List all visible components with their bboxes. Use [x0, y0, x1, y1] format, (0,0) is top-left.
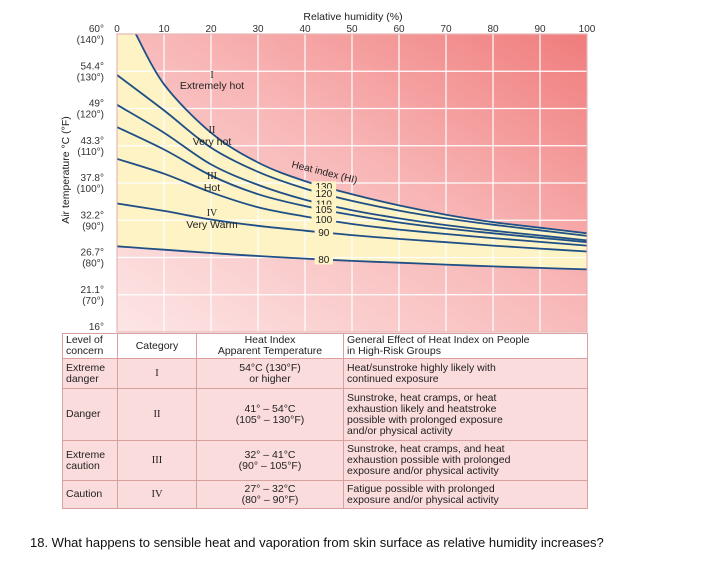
effect-cell: Sunstroke, heat cramps, and heat exhausti…	[343, 440, 588, 481]
y-tick-label-celsius: 37.8°	[81, 173, 104, 184]
svg-text:Very hot: Very hot	[193, 136, 232, 148]
x-tick-label: 10	[158, 24, 170, 35]
curve-label-90: 90	[318, 228, 330, 239]
x-tick-label: 50	[346, 24, 358, 35]
y-tick-label-fahrenheit: (100°)	[77, 184, 104, 195]
table-row: Extreme caution III 32° – 41°C (90° – 105°…	[62, 440, 588, 481]
effect-cell: Sunstroke, heat cramps, or heat exhaustio…	[343, 388, 588, 441]
curve-label-100: 100	[315, 215, 332, 226]
zone-i-label: I Extremely hot	[180, 70, 244, 92]
y-tick-label-fahrenheit: (140°)	[77, 35, 104, 46]
svg-text:III: III	[207, 171, 217, 182]
x-tick-label: 70	[440, 24, 452, 35]
heat-index-curve-90	[117, 202, 587, 253]
plot-frame	[116, 33, 588, 333]
y-tick-label-celsius: 60°	[89, 24, 104, 35]
curve-label-bg	[311, 214, 337, 225]
y-tick-label-fahrenheit: (110°)	[77, 147, 104, 158]
svg-text:Hot: Hot	[204, 182, 220, 194]
level-cell: Danger	[62, 388, 118, 441]
curve-label-80: 80	[318, 255, 330, 266]
svg-text:I: I	[210, 70, 213, 81]
table-row: Danger II 41° – 54°C (105° – 130°F) Sunst…	[62, 388, 588, 441]
y-tick-label-fahrenheit: (70°)	[82, 296, 104, 307]
y-tick-label-celsius: 49°	[89, 99, 104, 110]
curve-label-bg	[311, 204, 337, 215]
curve-label-130: 130	[315, 182, 332, 193]
header-level-of-concern: Level of concern	[62, 333, 118, 359]
header-heat-index: Heat Index Apparent Temperature	[196, 333, 344, 359]
effect-cell: Fatigue possible with prolonged exposure …	[343, 480, 588, 509]
heat-index-curve-80	[117, 245, 587, 271]
zone-iii-label: III Hot	[204, 171, 220, 194]
curve-label-bg	[311, 181, 337, 192]
x-tick-label: 0	[114, 24, 120, 35]
x-tick-label: 40	[299, 24, 311, 35]
y-tick-label-celsius: 54.4°	[81, 61, 104, 72]
category-cell: IV	[117, 480, 197, 509]
svg-text:Extremely hot: Extremely hot	[180, 80, 244, 92]
curve-label-bg	[311, 188, 337, 199]
level-cell: Extreme caution	[62, 440, 118, 481]
curve-label-bg	[314, 254, 333, 265]
y-axis: 60°(140°) 54.4°(130°) 49°(120°) 43.3°(110°)…	[77, 24, 104, 335]
y-tick-label-fahrenheit: (120°)	[77, 110, 104, 121]
grid	[117, 34, 587, 332]
y-tick-label-celsius: 43.3°	[81, 136, 104, 147]
heat-index-cell: 32° – 41°C (90° – 105°F)	[196, 440, 344, 481]
curve-label-bg	[314, 227, 333, 238]
heat-index-table: Level of concern Category Heat Index Appar…	[62, 333, 588, 509]
heat-index-curves	[117, 34, 587, 271]
y-tick-label-celsius: 32.2°	[81, 210, 104, 221]
svg-text:IV: IV	[207, 208, 218, 219]
level-cell: Extreme danger	[62, 358, 118, 389]
x-tick-label: 60	[393, 24, 405, 35]
heat-index-cell: 54°C (130°F) or higher	[196, 358, 344, 389]
y-tick-label-celsius: 21.1°	[81, 285, 104, 296]
heat-index-curve-110	[117, 104, 587, 242]
y-tick-label-fahrenheit: (80°)	[82, 259, 104, 270]
curve-label-120: 120	[315, 189, 332, 200]
x-tick-label: 30	[252, 24, 264, 35]
x-tick-label: 20	[205, 24, 217, 35]
heat-index-chart: 0 10 20 30 40 50 60 70 80 90 100 60°(140°) 54.4°(13…	[60, 11, 596, 335]
question-text: 18. What happens to sensible heat and va…	[30, 535, 604, 550]
zone-ii-label: II Very hot	[193, 125, 232, 148]
curve-label-bg	[311, 198, 337, 209]
table-row: Extreme danger I 54°C (130°F) or higher He…	[62, 358, 588, 389]
header-category: Category	[117, 333, 197, 359]
x-tick-label: 100	[579, 24, 596, 35]
x-tick-label: 80	[487, 24, 499, 35]
y-tick-label-fahrenheit: (90°)	[82, 221, 104, 232]
effect-cell: Heat/sunstroke highly likely with continu…	[343, 358, 588, 389]
heat-index-cell: 41° – 54°C (105° – 130°F)	[196, 388, 344, 441]
svg-text:Very Warm: Very Warm	[186, 219, 238, 231]
category-cell: III	[117, 440, 197, 481]
heat-index-curve-105	[117, 126, 587, 244]
x-axis-title: Relative humidity (%)	[303, 11, 402, 23]
heat-index-cell: 27° – 32°C (80° – 90°F)	[196, 480, 344, 509]
heat-index-curve-100	[117, 157, 587, 247]
header-general-effect: General Effect of Heat Index on People in…	[343, 333, 588, 359]
heat-index-curve-130	[135, 34, 587, 235]
table-header-row: Level of concern Category Heat Index Appar…	[62, 333, 588, 359]
category-cell: I	[117, 358, 197, 389]
heat-index-curve-120	[117, 74, 587, 237]
y-tick-label-celsius: 16°	[89, 322, 104, 333]
category-cell: II	[117, 388, 197, 441]
y-tick-label-celsius: 26.7°	[81, 248, 104, 259]
svg-text:II: II	[209, 125, 216, 136]
caution-band	[117, 34, 587, 270]
level-cell: Caution	[62, 480, 118, 509]
x-tick-label: 90	[534, 24, 546, 35]
y-axis-title: Air temperature °C (°F)	[60, 116, 72, 224]
y-tick-label-fahrenheit: (130°)	[77, 72, 104, 83]
table-row: Caution IV 27° – 32°C (80° – 90°F) Fatigu…	[62, 480, 588, 509]
curve-label-105: 105	[315, 205, 332, 216]
x-axis: 0 10 20 30 40 50 60 70 80 90 100	[114, 24, 596, 35]
zone-iv-label: IV Very Warm	[186, 208, 238, 231]
